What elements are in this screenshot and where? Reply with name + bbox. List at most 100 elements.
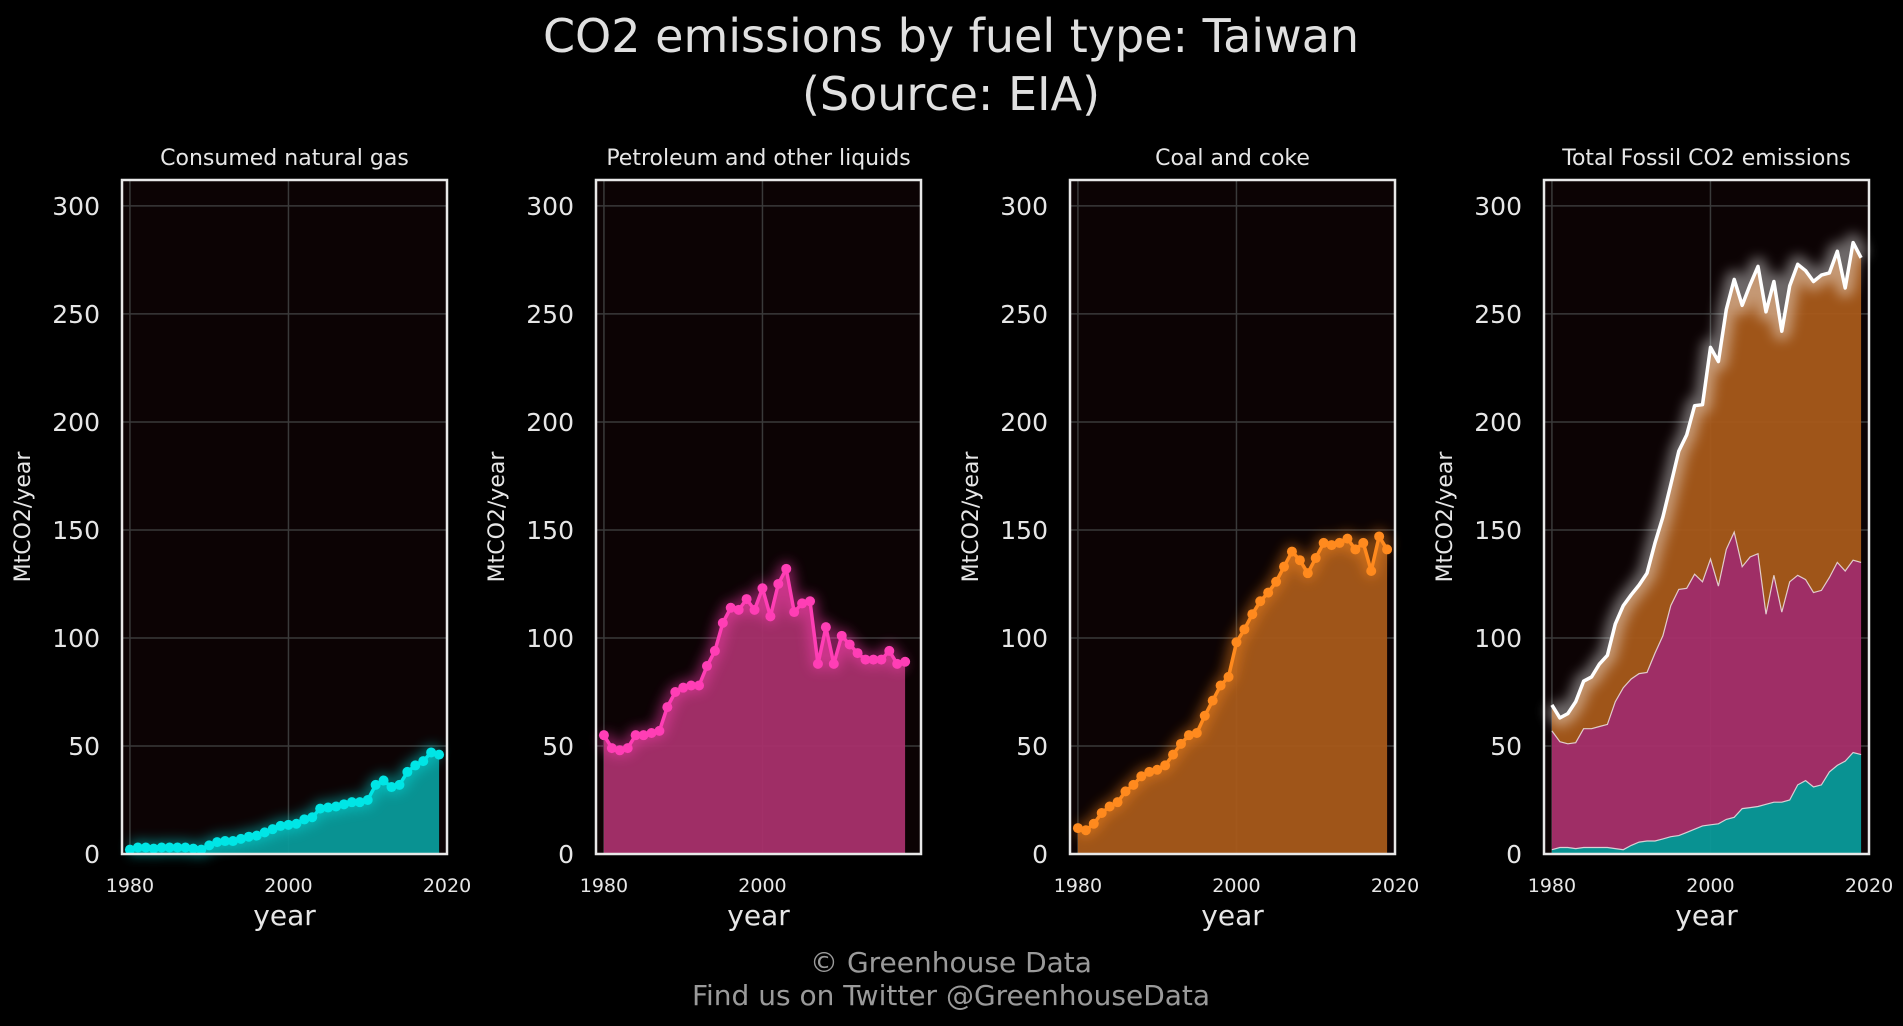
data-point	[299, 814, 310, 825]
data-point	[812, 658, 823, 669]
data-point	[694, 680, 705, 691]
data-point	[876, 654, 887, 665]
data-point	[868, 654, 879, 665]
data-point	[836, 630, 847, 641]
y-axis-label: MtCO2/year	[959, 451, 984, 583]
y-tick-label: 100	[52, 624, 100, 653]
y-tick-label: 200	[1000, 408, 1048, 437]
data-point	[678, 682, 689, 693]
data-point	[188, 843, 199, 854]
data-point	[884, 645, 895, 656]
data-point	[227, 836, 238, 847]
data-point	[701, 661, 712, 672]
data-point	[844, 639, 855, 650]
data-point	[781, 563, 792, 574]
panel-3: 1980 2000 2020 0 50 100 150 200 250 300 Coal and c…	[959, 146, 1419, 932]
data-point	[1334, 537, 1345, 548]
y-tick-label: 50	[1490, 732, 1522, 761]
data-point	[1231, 637, 1242, 648]
data-point	[1302, 568, 1313, 579]
plot-frame	[1068, 178, 1397, 856]
y-tick-label: 250	[1000, 300, 1048, 329]
data-point	[828, 658, 839, 669]
data-point	[394, 779, 405, 790]
y-tick-label: 100	[1000, 624, 1048, 653]
y-tick-label: 150	[1000, 516, 1048, 545]
data-point	[1191, 728, 1202, 739]
data-point	[291, 818, 302, 829]
data-point	[259, 827, 270, 838]
y-tick-label: 0	[558, 840, 574, 869]
data-point	[654, 725, 665, 736]
x-tick-label: 1980	[106, 875, 154, 897]
x-axis-label: year	[727, 899, 790, 932]
y-tick-label: 0	[1032, 840, 1048, 869]
figure-title: CO2 emissions by fuel type: Taiwan	[543, 9, 1359, 63]
y-axis-label: MtCO2/year	[485, 451, 510, 583]
data-point	[1168, 749, 1179, 760]
data-point	[1152, 764, 1163, 775]
data-point	[662, 702, 673, 713]
data-point	[354, 797, 365, 808]
data-point	[749, 604, 760, 615]
data-point	[1255, 596, 1266, 607]
data-point	[630, 730, 641, 741]
y-tick-label: 50	[68, 732, 100, 761]
data-point	[1358, 537, 1369, 548]
plot-frame	[120, 178, 449, 856]
data-point	[900, 656, 911, 667]
plot-area	[122, 180, 447, 854]
data-point	[606, 743, 617, 754]
data-point	[140, 842, 151, 853]
stack-boundary	[1551, 530, 1862, 745]
panel-1: 1980 2000 2020 0 50 100 150 200 250 300 Consumed n…	[11, 146, 471, 932]
data-point	[741, 594, 752, 605]
data-point	[797, 598, 808, 609]
panel-title: Petroleum and other liquids	[606, 146, 910, 171]
series-area	[603, 568, 906, 854]
x-tick-label: 2020	[1371, 875, 1419, 897]
data-point	[132, 842, 143, 853]
y-tick-label: 50	[1016, 732, 1048, 761]
data-point	[204, 840, 215, 851]
data-point	[1350, 544, 1361, 555]
y-tick-label: 100	[526, 624, 574, 653]
stack-boundary	[1551, 751, 1862, 851]
x-tick-label: 2020	[423, 875, 471, 897]
stack-area	[1551, 532, 1862, 850]
data-point	[1382, 544, 1393, 555]
data-point	[434, 749, 445, 760]
data-point	[892, 658, 903, 669]
data-point	[386, 782, 397, 793]
y-tick-label: 250	[526, 300, 574, 329]
x-tick-label: 2000	[1212, 875, 1260, 897]
data-point	[124, 844, 135, 855]
data-point	[418, 756, 429, 767]
data-point	[331, 801, 342, 812]
data-point	[638, 730, 649, 741]
data-point	[212, 837, 223, 848]
data-point	[307, 812, 318, 823]
footer-copyright: © Greenhouse Data	[810, 946, 1092, 979]
data-point	[1104, 801, 1115, 812]
data-point	[1175, 738, 1186, 749]
x-axis-label: year	[253, 899, 316, 932]
data-point	[1136, 771, 1147, 782]
y-tick-label: 300	[52, 192, 100, 221]
data-point	[267, 824, 278, 835]
x-tick-label: 1980	[1054, 875, 1102, 897]
y-axis-label: MtCO2/year	[11, 451, 36, 583]
x-tick-label: 2000	[264, 875, 312, 897]
data-point	[1318, 537, 1329, 548]
data-point	[717, 617, 728, 628]
data-point	[1326, 540, 1337, 551]
panel-4: 1980 2000 2020 0 50 100 150 200 250 300 Total Foss…	[1433, 146, 1893, 932]
data-point	[614, 745, 625, 756]
data-point	[820, 622, 831, 633]
data-point	[283, 819, 294, 830]
data-point	[148, 843, 159, 854]
data-point	[220, 836, 231, 847]
data-point	[1120, 786, 1131, 797]
data-point	[338, 799, 349, 810]
